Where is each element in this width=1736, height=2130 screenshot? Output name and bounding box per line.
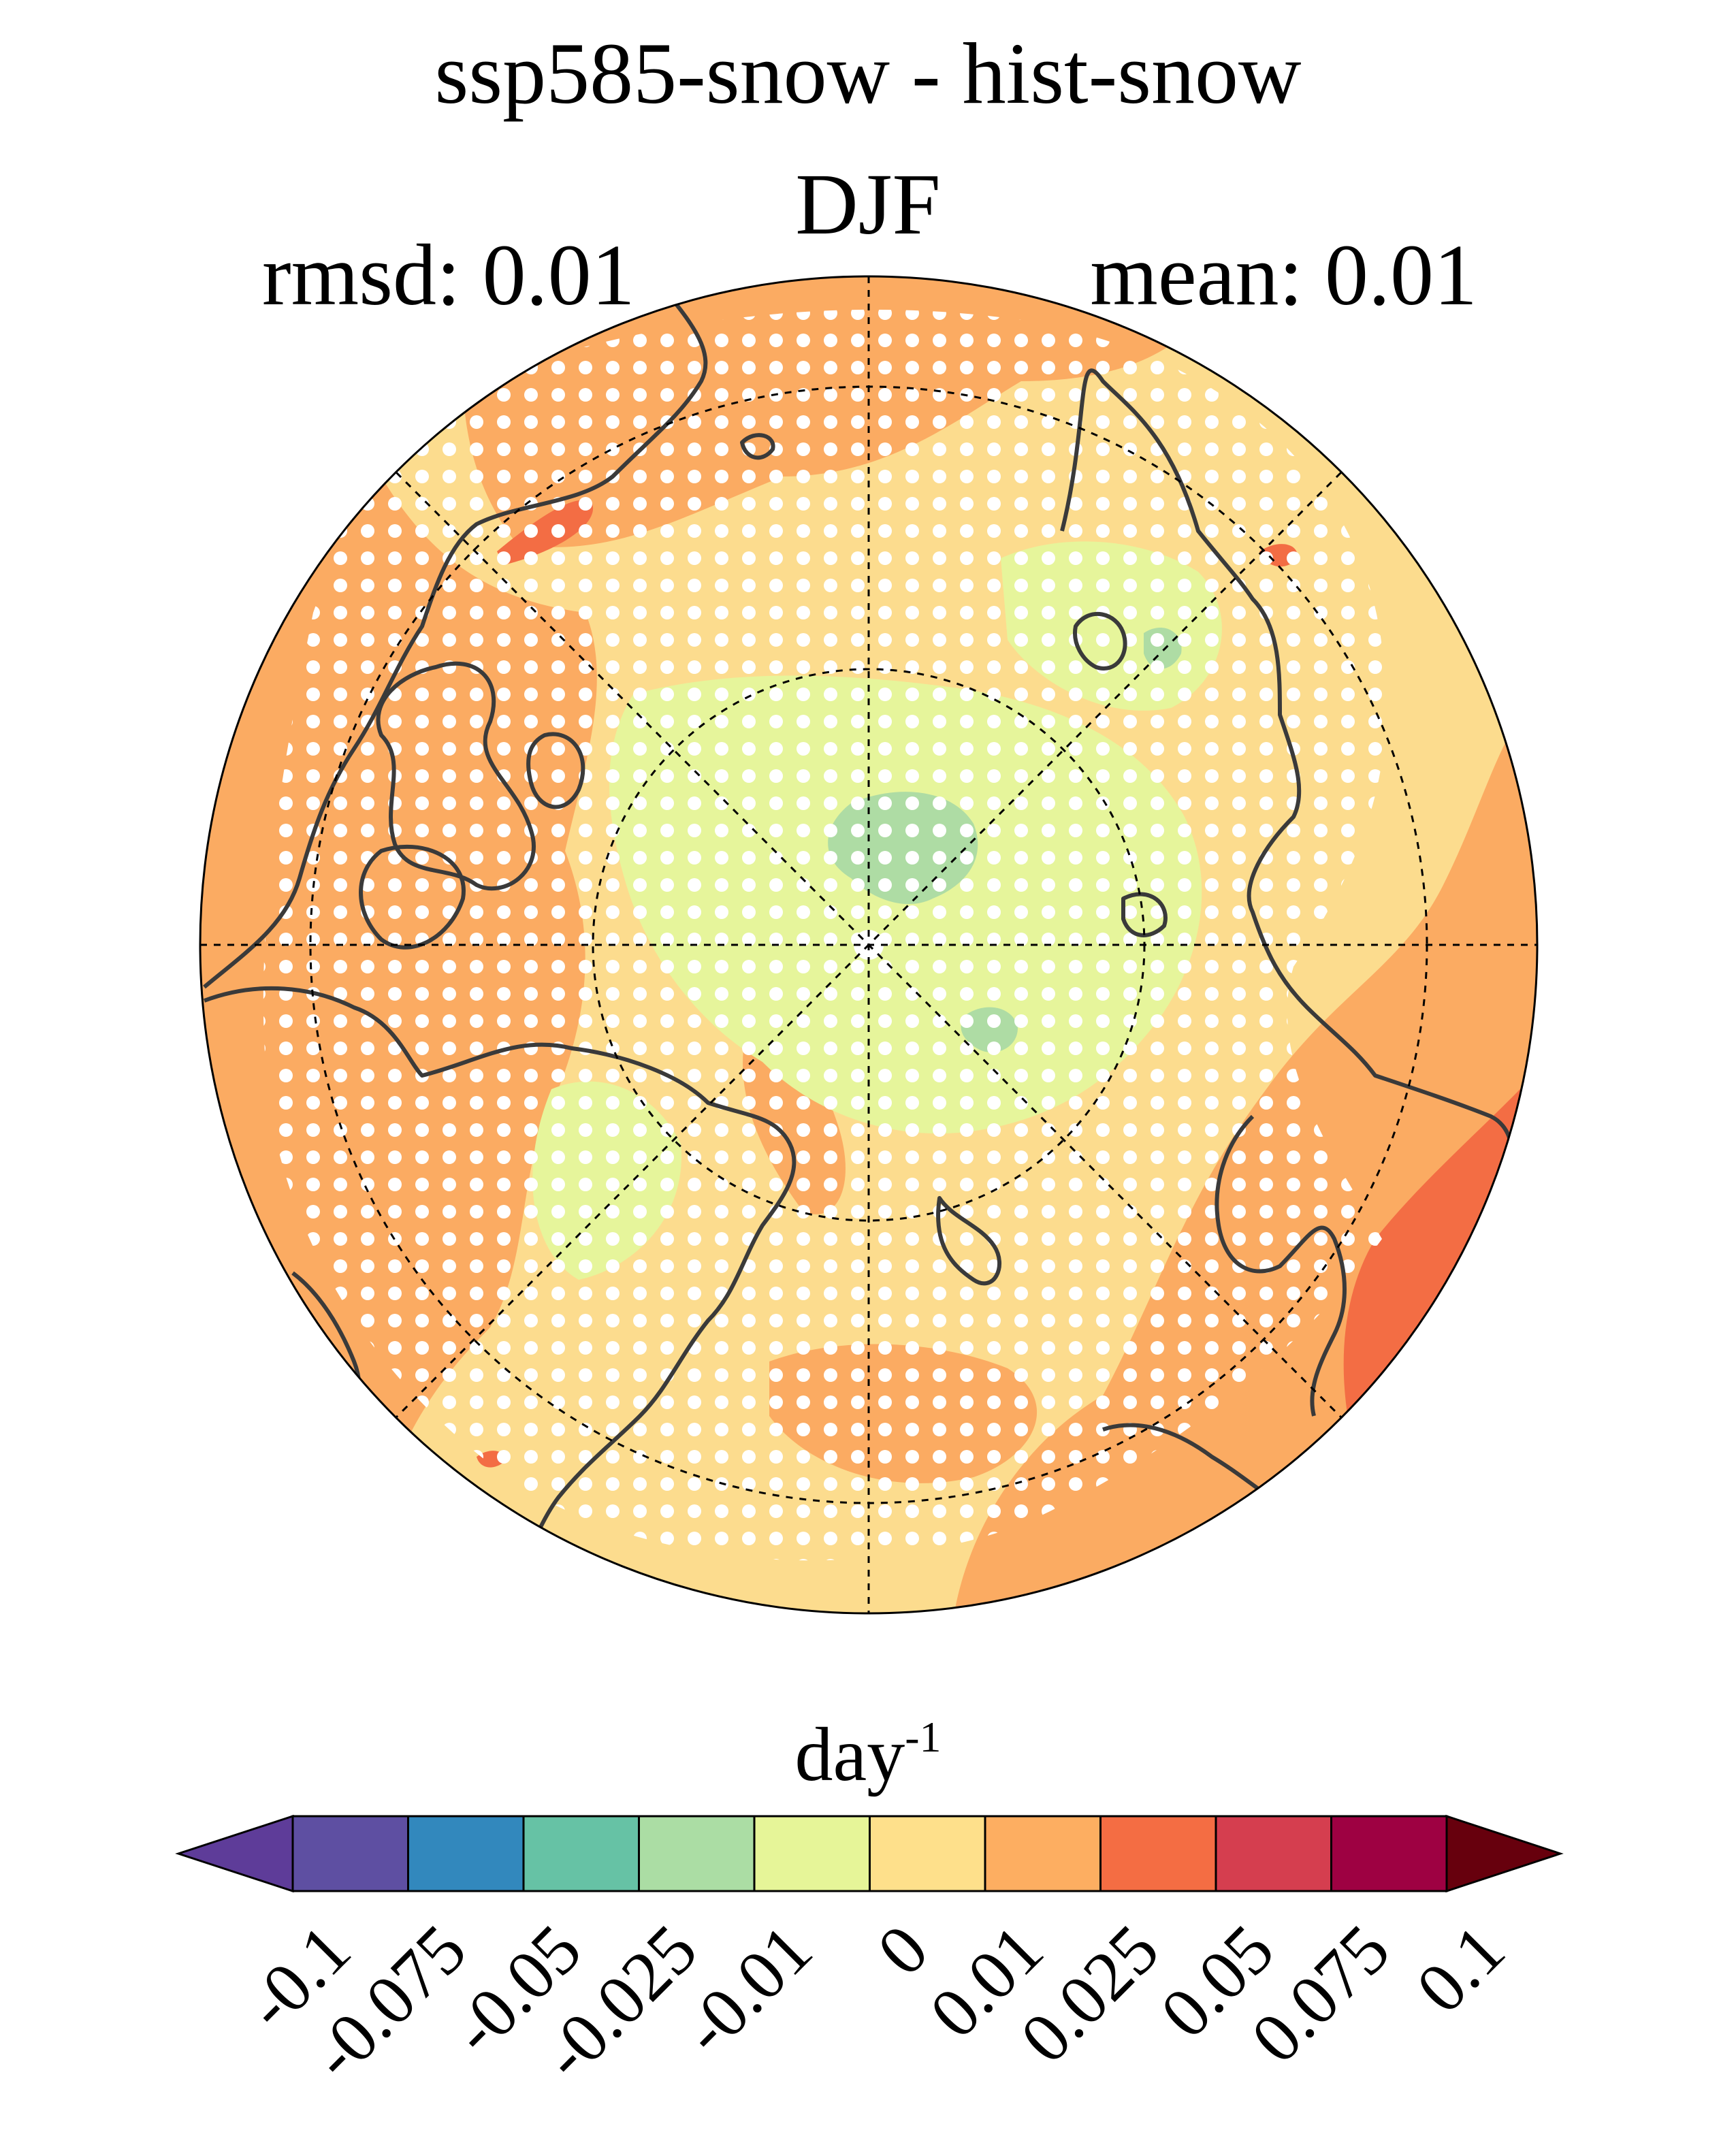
colorbar-over-triangle [1445,1814,1564,1893]
colorbar-box [638,1815,756,1892]
map-boundary [199,275,1539,1615]
coastline-novaya-zemlya [1073,612,1127,671]
coastline-severnaya-zemlya [1121,892,1168,937]
coastlines [203,291,1513,1613]
season-label: DJF [795,156,941,253]
meridian-135 [395,471,1343,1419]
colorbar-box [1215,1815,1332,1892]
coastline-svalbard [936,1196,1002,1286]
colorbar-boxes [175,1814,1564,1893]
rmsd-label: rmsd: 0.01 [262,227,635,323]
colorbar-box [1330,1815,1448,1892]
coastline-north-america [203,986,797,1613]
polar-map [199,275,1539,1615]
colorbar-units: day-1 [794,1713,942,1797]
colorbar-box [753,1815,871,1892]
coastline-canada-islands [359,661,585,950]
significance-stippling [263,309,1387,1561]
colorbar-box [984,1815,1102,1892]
colorbar-box [1099,1815,1217,1892]
coastline-eurasia [1060,368,1513,1151]
colorbar-box [291,1815,409,1892]
coastline-scandinavia [1215,1114,1347,1417]
coastline-greenland [203,291,708,989]
colorbar-box [869,1815,986,1892]
figure-title: ssp585-snow - hist-snow [434,25,1302,122]
coastline-iceland [740,433,775,460]
colorbar-box [522,1815,640,1892]
graticule [200,276,1537,1613]
colorbar-under-triangle [175,1814,294,1893]
colorbar-box [407,1815,525,1892]
mean-label: mean: 0.01 [1090,227,1477,323]
